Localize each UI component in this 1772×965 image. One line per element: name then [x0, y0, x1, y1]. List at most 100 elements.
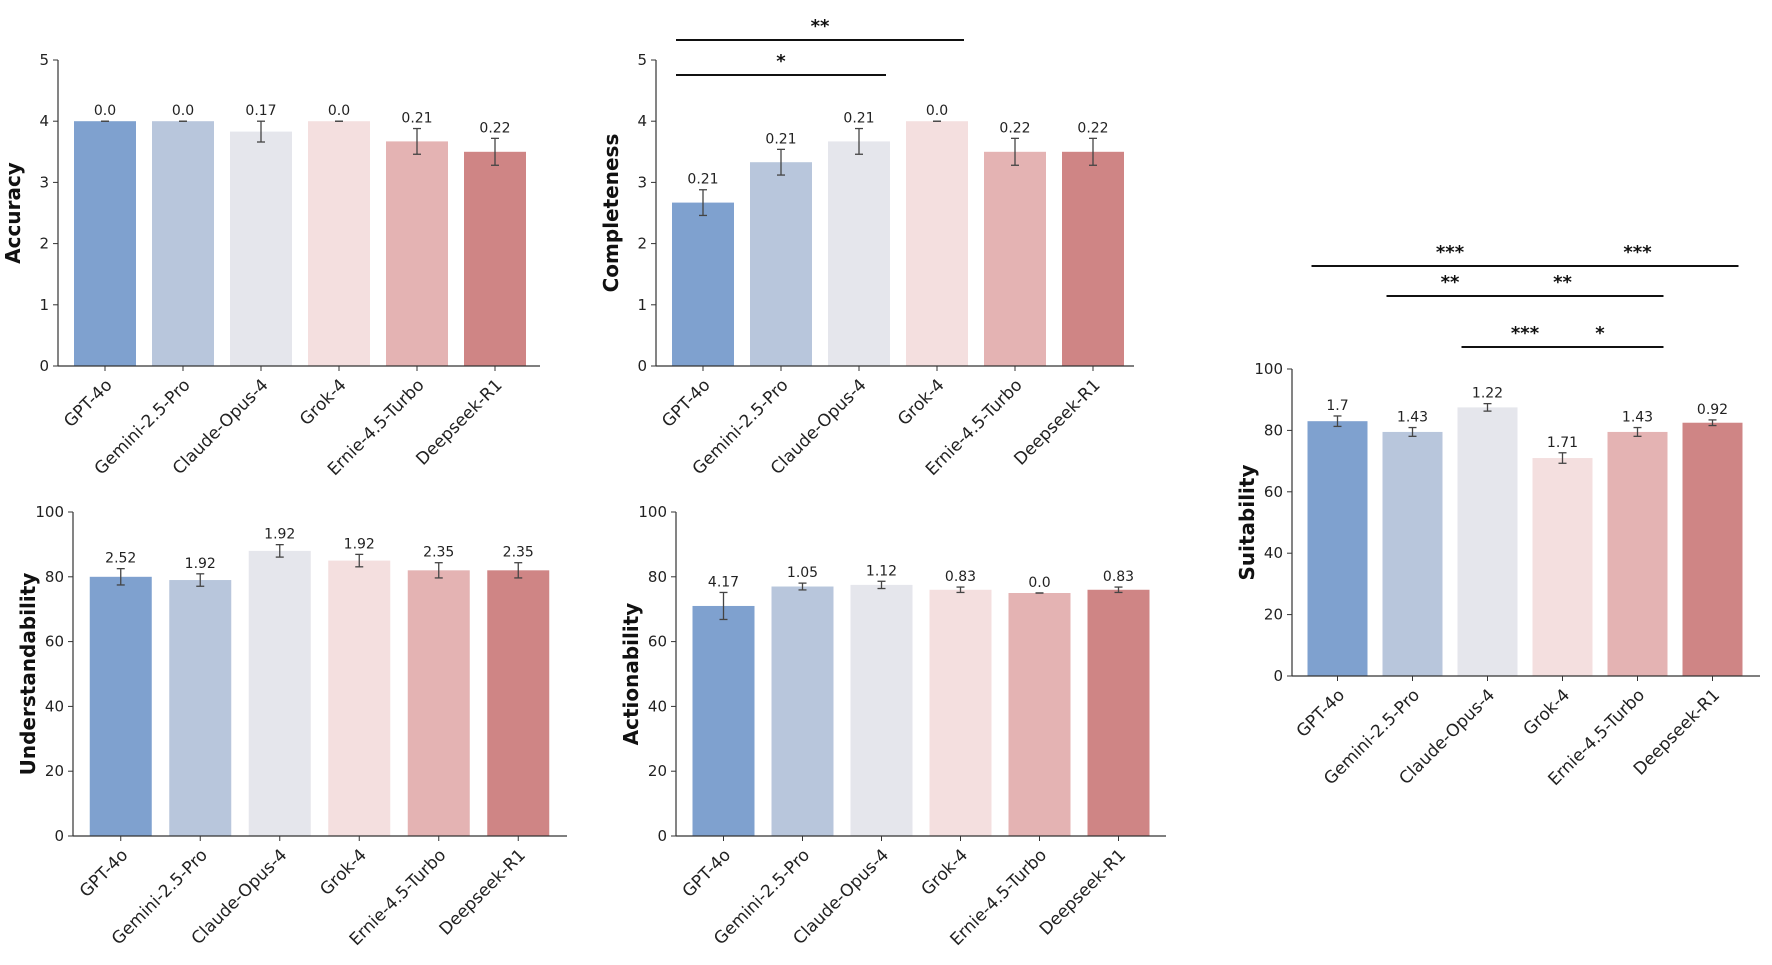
- value-label-accuracy-4: 0.21: [401, 111, 432, 127]
- bar-completeness-0: [672, 202, 734, 366]
- value-label-actionability-0: 4.17: [708, 574, 739, 590]
- significance-label-suitability-1: ***: [1623, 242, 1652, 263]
- bar-understandability-3: [328, 560, 391, 836]
- bar-actionability-4: [1008, 593, 1071, 836]
- y-tick-label-accuracy-2: 2: [39, 235, 49, 253]
- y-tick-label-completeness-1: 1: [637, 296, 647, 314]
- y-tick-label-suitability-4: 80: [1264, 421, 1283, 439]
- bar-accuracy-4: [386, 141, 448, 366]
- value-label-completeness-0: 0.21: [687, 172, 718, 188]
- y-tick-label-accuracy-3: 3: [39, 173, 49, 191]
- bar-accuracy-5: [464, 151, 526, 366]
- y-tick-label-actionability-4: 80: [648, 568, 667, 586]
- category-label-completeness-3: Grok-4: [894, 375, 948, 429]
- value-label-understandability-4: 2.35: [423, 545, 454, 561]
- value-label-completeness-3: 0.0: [926, 103, 948, 119]
- value-label-understandability-0: 2.52: [105, 551, 136, 567]
- bar-understandability-0: [89, 576, 152, 836]
- significance-label-suitability-0: ***: [1436, 242, 1465, 263]
- value-label-completeness-5: 0.22: [1077, 120, 1108, 136]
- value-label-accuracy-0: 0.0: [94, 103, 116, 119]
- y-tick-label-understandability-2: 40: [45, 697, 64, 715]
- value-label-understandability-2: 1.92: [264, 527, 295, 543]
- value-label-understandability-5: 2.35: [503, 545, 534, 561]
- value-label-suitability-4: 1.43: [1622, 410, 1653, 426]
- category-label-completeness-0: GPT-4o: [658, 375, 714, 431]
- value-label-suitability-0: 1.7: [1326, 398, 1348, 414]
- category-label-understandability-3: Grok-4: [316, 845, 370, 899]
- y-tick-label-understandability-1: 20: [45, 762, 64, 780]
- bar-completeness-5: [1062, 151, 1124, 366]
- bar-actionability-1: [771, 586, 834, 836]
- category-label-accuracy-3: Grok-4: [296, 375, 350, 429]
- value-label-suitability-5: 0.92: [1697, 402, 1728, 418]
- value-label-understandability-3: 1.92: [344, 536, 375, 552]
- y-tick-label-completeness-0: 0: [637, 357, 647, 375]
- category-label-understandability-0: GPT-4o: [76, 845, 132, 901]
- category-label-actionability-0: GPT-4o: [679, 845, 735, 901]
- y-tick-label-actionability-2: 40: [648, 697, 667, 715]
- bar-actionability-0: [692, 605, 755, 836]
- bar-suitability-1: [1382, 431, 1443, 676]
- category-label-suitability-3: Grok-4: [1520, 685, 1574, 739]
- value-label-suitability-3: 1.71: [1547, 435, 1578, 451]
- significance-label-completeness-1: *: [776, 51, 786, 72]
- bar-understandability-2: [248, 550, 311, 836]
- y-tick-label-accuracy-0: 0: [39, 357, 49, 375]
- y-tick-label-suitability-5: 100: [1254, 360, 1283, 378]
- y-axis-title-accuracy: Accuracy: [1, 162, 25, 264]
- y-tick-label-actionability-3: 60: [648, 633, 667, 651]
- bar-suitability-2: [1457, 407, 1518, 676]
- y-tick-label-understandability-0: 0: [54, 827, 64, 845]
- bar-accuracy-0: [74, 121, 136, 366]
- significance-label-suitability-2: **: [1441, 272, 1460, 293]
- bar-actionability-5: [1087, 589, 1150, 836]
- value-label-accuracy-3: 0.0: [328, 103, 350, 119]
- value-label-actionability-4: 0.0: [1028, 575, 1050, 591]
- bar-understandability-1: [169, 580, 232, 836]
- y-tick-label-accuracy-1: 1: [39, 296, 49, 314]
- y-axis-title-suitability: Suitability: [1235, 464, 1259, 580]
- value-label-completeness-4: 0.22: [999, 120, 1030, 136]
- value-label-actionability-1: 1.05: [787, 565, 818, 581]
- value-label-suitability-2: 1.22: [1472, 386, 1503, 402]
- value-label-actionability-5: 0.83: [1103, 569, 1134, 585]
- bar-completeness-3: [906, 121, 968, 366]
- bar-actionability-2: [850, 584, 913, 836]
- bar-actionability-3: [929, 589, 992, 836]
- y-axis-title-actionability: Actionability: [619, 603, 643, 746]
- y-tick-label-actionability-1: 20: [648, 762, 667, 780]
- significance-label-suitability-3: **: [1553, 272, 1572, 293]
- y-tick-label-suitability-0: 0: [1273, 667, 1283, 685]
- category-label-accuracy-0: GPT-4o: [60, 375, 116, 431]
- bar-accuracy-1: [152, 121, 214, 366]
- significance-label-completeness-0: **: [811, 16, 830, 37]
- value-label-completeness-2: 0.21: [843, 111, 874, 127]
- value-label-understandability-1: 1.92: [185, 556, 216, 572]
- bar-understandability-4: [407, 570, 470, 836]
- value-label-accuracy-2: 0.17: [245, 103, 276, 119]
- y-tick-label-suitability-3: 60: [1264, 483, 1283, 501]
- value-label-actionability-3: 0.83: [945, 569, 976, 585]
- significance-label-suitability-5: *: [1595, 323, 1605, 344]
- y-tick-label-accuracy-4: 4: [39, 112, 49, 130]
- y-tick-label-completeness-3: 3: [637, 173, 647, 191]
- bar-completeness-1: [750, 162, 812, 366]
- bar-understandability-5: [487, 570, 550, 836]
- y-tick-label-completeness-5: 5: [637, 51, 647, 69]
- bar-suitability-0: [1307, 421, 1368, 676]
- y-tick-label-understandability-3: 60: [45, 633, 64, 651]
- y-tick-label-accuracy-5: 5: [39, 51, 49, 69]
- y-tick-label-completeness-4: 4: [637, 112, 647, 130]
- y-tick-label-suitability-1: 20: [1264, 606, 1283, 624]
- bar-completeness-2: [828, 141, 890, 366]
- bar-accuracy-2: [230, 131, 292, 366]
- value-label-actionability-2: 1.12: [866, 563, 897, 579]
- bar-completeness-4: [984, 151, 1046, 366]
- value-label-accuracy-5: 0.22: [479, 120, 510, 136]
- category-label-suitability-0: GPT-4o: [1293, 685, 1349, 741]
- y-tick-label-suitability-2: 40: [1264, 544, 1283, 562]
- value-label-suitability-1: 1.43: [1397, 410, 1428, 426]
- y-axis-title-completeness: Completeness: [599, 134, 623, 293]
